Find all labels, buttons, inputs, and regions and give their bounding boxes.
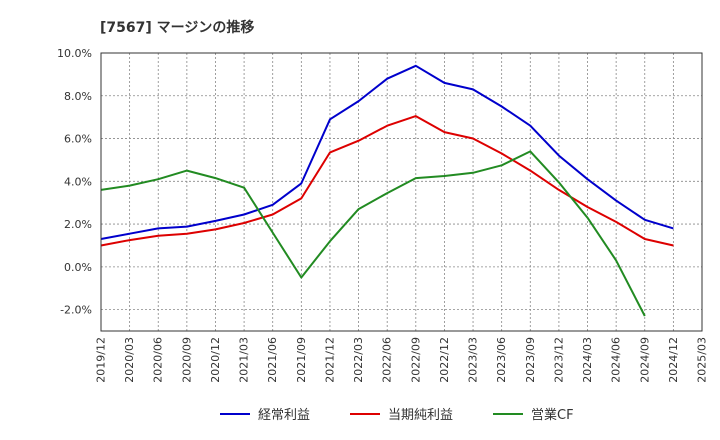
x-tick-label: 2020/06 [152, 337, 165, 383]
series-lines [100, 64, 674, 317]
x-tick-label: 2021/09 [295, 337, 308, 383]
legend-label: 当期純利益 [388, 408, 453, 423]
x-tick-label: 2021/12 [323, 337, 336, 383]
x-tick-label: 2022/03 [352, 337, 365, 383]
x-tick-label: 2021/06 [266, 337, 279, 383]
x-tick-label: 2023/09 [524, 337, 537, 383]
x-tick-label: 2024/09 [638, 337, 651, 383]
x-tick-label: 2023/03 [467, 337, 480, 383]
y-tick-label: 6.0% [64, 133, 92, 146]
y-tick-label: -2.0% [60, 304, 92, 317]
y-tick-label: 4.0% [64, 175, 92, 188]
y-tick-label: 2.0% [64, 218, 92, 231]
y-tick-label: 0.0% [64, 261, 92, 274]
y-axis: 10.0% 8.0% 6.0% 4.0% 2.0% 0.0% -2.0% [57, 47, 92, 317]
x-axis: 2019/12 2020/03 2020/06 2020/09 2020/12 2021/… [95, 337, 709, 383]
x-tick-label: 2020/12 [209, 337, 222, 383]
x-tick-label: 2024/06 [610, 337, 623, 383]
x-tick-label: 2023/06 [495, 337, 508, 383]
legend-label: 経常利益 [258, 408, 310, 423]
x-tick-label: 2022/09 [409, 337, 422, 383]
series-line-1 [100, 115, 674, 247]
x-tick-label: 2019/12 [95, 337, 108, 383]
series-line-0 [100, 64, 674, 240]
x-tick-label: 2024/12 [667, 337, 680, 383]
legend-label: 営業CF [531, 407, 574, 423]
x-tick-label: 2025/03 [696, 337, 709, 383]
legend: 経常利益 当期純利益 営業CF [220, 407, 574, 423]
x-tick-label: 2023/12 [552, 337, 565, 383]
x-tick-label: 2022/12 [438, 337, 451, 383]
y-tick-label: 8.0% [64, 90, 92, 103]
chart-title: [7567] マージンの推移 [100, 19, 254, 36]
x-tick-label: 2024/03 [581, 337, 594, 383]
grid [101, 52, 702, 331]
x-tick-label: 2022/06 [381, 337, 394, 383]
x-tick-label: 2020/03 [123, 337, 136, 383]
x-tick-label: 2021/03 [238, 337, 251, 383]
plot-frame [100, 52, 703, 332]
x-tick-label: 2020/09 [180, 337, 193, 383]
series-line-2 [100, 150, 646, 317]
y-tick-label: 10.0% [57, 47, 92, 60]
